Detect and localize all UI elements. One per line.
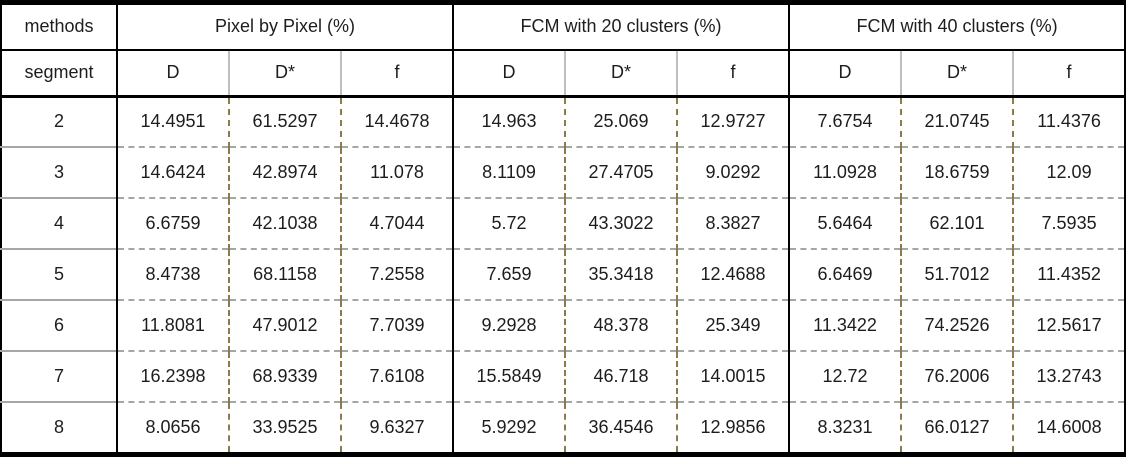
value-cell: 12.09 <box>1012 146 1126 199</box>
segment-cell: 2 <box>1 94 118 148</box>
value-cell: 9.0292 <box>676 146 790 199</box>
metric-header-f: f <box>676 49 790 98</box>
value-cell: 25.349 <box>676 299 790 352</box>
value-cell: 25.069 <box>564 94 678 148</box>
value-cell: 7.2558 <box>339 248 454 301</box>
segment-header-cell: segment <box>1 49 118 98</box>
value-cell: 11.8081 <box>116 299 229 352</box>
segment-cell: 8 <box>1 400 118 455</box>
table-row-segment-7: 7 16.2398 68.9339 7.6108 15.5849 46.718 … <box>1 350 1126 402</box>
value-cell: 12.9856 <box>676 400 790 455</box>
value-cell: 5.6464 <box>788 197 902 250</box>
table-row-segment-4: 4 6.6759 42.1038 4.7044 5.72 43.3022 8.3… <box>1 197 1126 250</box>
value-cell: 6.6469 <box>788 248 902 301</box>
value-cell: 35.3418 <box>564 248 678 301</box>
value-cell: 74.2526 <box>900 299 1014 352</box>
value-cell: 8.4738 <box>116 248 229 301</box>
value-cell: 5.72 <box>452 197 566 250</box>
metric-header-dstar: D* <box>564 49 678 98</box>
value-cell: 8.1109 <box>452 146 566 199</box>
metric-header-d: D <box>788 49 902 98</box>
segment-cell: 6 <box>1 299 118 352</box>
value-cell: 9.6327 <box>339 400 454 455</box>
value-cell: 11.078 <box>339 146 454 199</box>
value-cell: 68.9339 <box>228 350 341 402</box>
value-cell: 15.5849 <box>452 350 566 402</box>
value-cell: 11.4376 <box>1012 94 1126 148</box>
value-cell: 12.4688 <box>676 248 790 301</box>
metric-header-dstar: D* <box>228 49 341 98</box>
table-row-segment-3: 3 14.6424 42.8974 11.078 8.1109 27.4705 … <box>1 146 1126 199</box>
value-cell: 14.4951 <box>116 94 229 148</box>
value-cell: 14.963 <box>452 94 566 148</box>
value-cell: 12.72 <box>788 350 902 402</box>
segment-cell: 4 <box>1 197 118 250</box>
metric-header-f: f <box>1012 49 1126 98</box>
value-cell: 11.3422 <box>788 299 902 352</box>
table-row-segment-8: 8 8.0656 33.9525 9.6327 5.9292 36.4546 1… <box>1 400 1126 455</box>
value-cell: 5.9292 <box>452 400 566 455</box>
metric-header-f: f <box>339 49 454 98</box>
segment-cell: 5 <box>1 248 118 301</box>
value-cell: 12.5617 <box>1012 299 1126 352</box>
value-cell: 9.2928 <box>452 299 566 352</box>
table-row-segment-6: 6 11.8081 47.9012 7.7039 9.2928 48.378 2… <box>1 299 1126 352</box>
metric-header-dstar: D* <box>900 49 1014 98</box>
value-cell: 7.7039 <box>339 299 454 352</box>
table-row-segment-2: 2 14.4951 61.5297 14.4678 14.963 25.069 … <box>1 94 1126 148</box>
value-cell: 4.7044 <box>339 197 454 250</box>
value-cell: 42.1038 <box>228 197 341 250</box>
value-cell: 14.4678 <box>339 94 454 148</box>
value-cell: 8.3231 <box>788 400 902 455</box>
value-cell: 7.659 <box>452 248 566 301</box>
value-cell: 7.6108 <box>339 350 454 402</box>
value-cell: 18.6759 <box>900 146 1014 199</box>
value-cell: 11.0928 <box>788 146 902 199</box>
value-cell: 14.6424 <box>116 146 229 199</box>
value-cell: 8.3827 <box>676 197 790 250</box>
header-row-metrics: segment D D* f D D* f D D* f <box>1 49 1126 98</box>
value-cell: 6.6759 <box>116 197 229 250</box>
value-cell: 11.4352 <box>1012 248 1126 301</box>
value-cell: 43.3022 <box>564 197 678 250</box>
value-cell: 46.718 <box>564 350 678 402</box>
group-header-fcm-40-clusters: FCM with 40 clusters (%) <box>788 2 1126 51</box>
value-cell: 33.9525 <box>228 400 341 455</box>
value-cell: 62.101 <box>900 197 1014 250</box>
value-cell: 68.1158 <box>228 248 341 301</box>
value-cell: 14.6008 <box>1012 400 1126 455</box>
value-cell: 47.9012 <box>228 299 341 352</box>
metric-header-d: D <box>452 49 566 98</box>
value-cell: 13.2743 <box>1012 350 1126 402</box>
value-cell: 14.0015 <box>676 350 790 402</box>
group-header-pixel-by-pixel: Pixel by Pixel (%) <box>115 2 454 51</box>
value-cell: 8.0656 <box>116 400 229 455</box>
value-cell: 76.2006 <box>900 350 1014 402</box>
value-cell: 51.7012 <box>900 248 1014 301</box>
segment-cell: 3 <box>1 146 118 199</box>
value-cell: 7.6754 <box>788 94 902 148</box>
header-row-methods: methods Pixel by Pixel (%) FCM with 20 c… <box>1 2 1126 51</box>
value-cell: 48.378 <box>564 299 678 352</box>
value-cell: 42.8974 <box>228 146 341 199</box>
group-header-fcm-20-clusters: FCM with 20 clusters (%) <box>452 2 790 51</box>
table-row-segment-5: 5 8.4738 68.1158 7.2558 7.659 35.3418 12… <box>1 248 1126 301</box>
segment-cell: 7 <box>1 350 118 402</box>
value-cell: 27.4705 <box>564 146 678 199</box>
value-cell: 36.4546 <box>564 400 678 455</box>
methods-header-cell: methods <box>1 2 118 51</box>
value-cell: 7.5935 <box>1012 197 1126 250</box>
value-cell: 61.5297 <box>228 94 341 148</box>
metric-header-d: D <box>116 49 229 98</box>
value-cell: 16.2398 <box>116 350 229 402</box>
value-cell: 12.9727 <box>676 94 790 148</box>
value-cell: 21.0745 <box>900 94 1014 148</box>
value-cell: 66.0127 <box>900 400 1014 455</box>
